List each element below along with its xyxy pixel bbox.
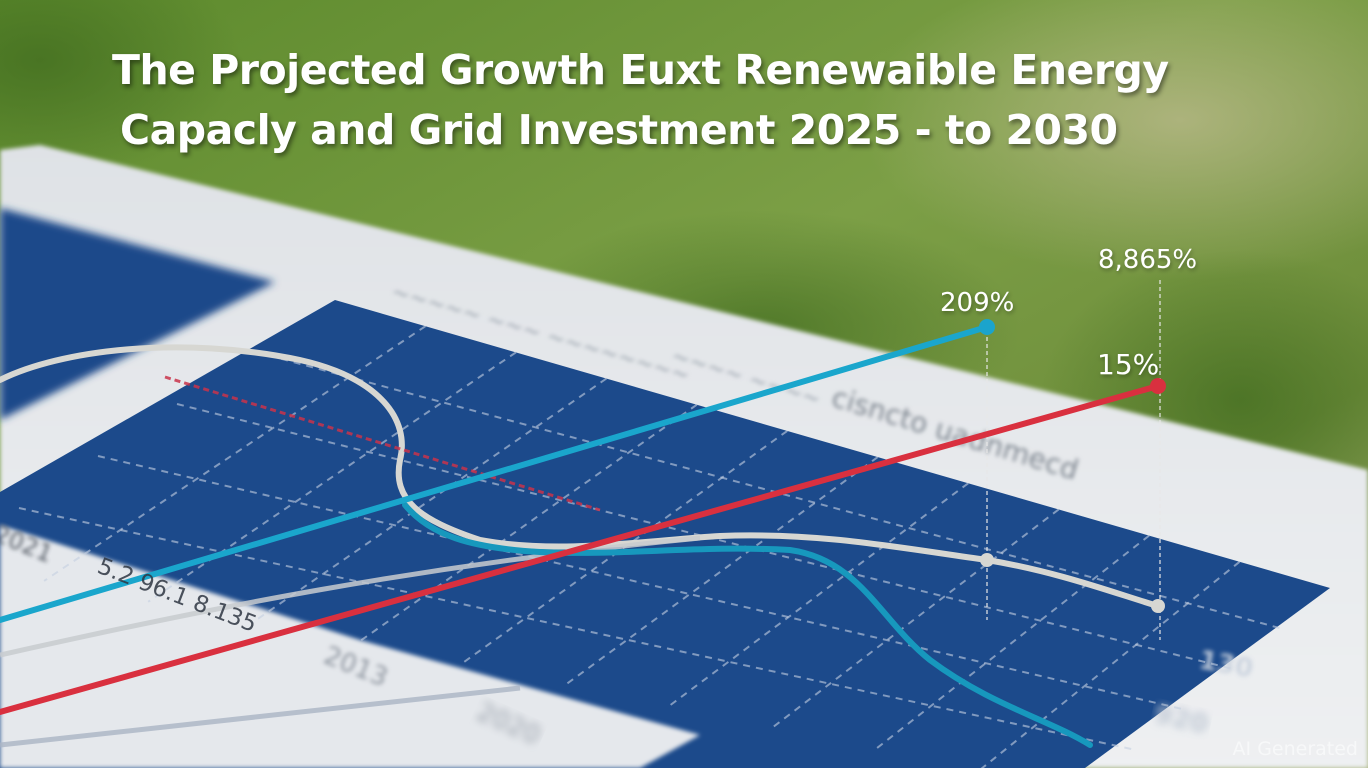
annotation-teal: 209% [940, 288, 1014, 318]
marker-teal-end [979, 319, 995, 335]
series-line-red [0, 383, 1161, 715]
chart-title-line-1: The Projected Growth Euxt Renewaible Ene… [112, 46, 1169, 94]
grid-panel-secondary [0, 208, 275, 420]
grid-line-vertical [772, 508, 1060, 729]
series-line-red-dashed [164, 375, 601, 512]
annotation-top: 8,865% [1098, 245, 1197, 275]
annotation-red: 15% [1097, 348, 1159, 381]
grid-line-horizontal [97, 455, 1184, 711]
grid-line-vertical [251, 377, 607, 624]
grid-line-horizontal [18, 507, 1135, 751]
chart-title: The Projected Growth Euxt Renewaible Ene… [112, 40, 1169, 160]
grid-line-vertical [876, 534, 1150, 749]
marker-gray-end [1151, 599, 1165, 613]
series-line-blue-faint [0, 685, 521, 748]
grid-line-horizontal [255, 351, 1282, 630]
background-blob [0, 0, 240, 180]
background-blob [860, 0, 1368, 280]
marker-red-end [1150, 378, 1166, 394]
series-line-teal [0, 324, 990, 623]
marker-gray-mid [980, 553, 994, 567]
paper-margin [0, 492, 700, 768]
grid-line-vertical [980, 561, 1241, 768]
chart-title-line-2: Capacly and Grid Investment 2025 - to 20… [120, 106, 1118, 154]
grid-line-vertical [355, 403, 698, 645]
grid-line-vertical [668, 482, 969, 708]
grid-line-vertical [43, 325, 427, 582]
watermark: AI Generated [1232, 738, 1358, 760]
series-line-teal-descending [402, 502, 1093, 748]
